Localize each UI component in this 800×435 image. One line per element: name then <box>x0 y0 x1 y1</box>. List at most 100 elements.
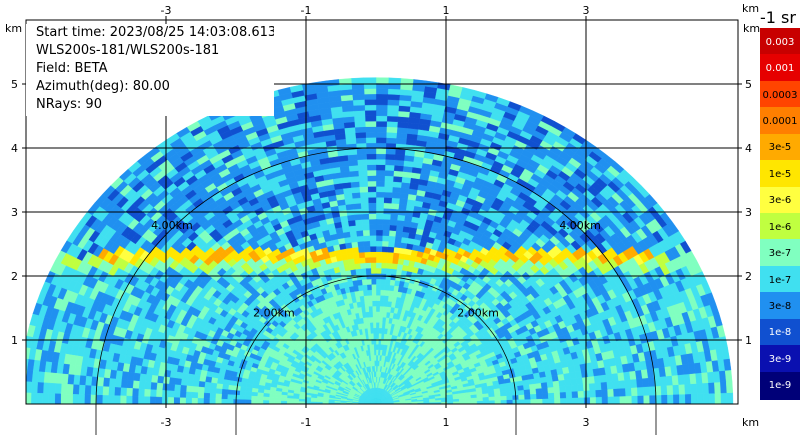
heatmap-cell <box>382 229 390 237</box>
heatmap-cell <box>488 396 496 401</box>
heatmap-cell <box>559 385 567 393</box>
heatmap-cell <box>383 295 389 302</box>
heatmap-cell <box>636 386 644 396</box>
heatmap-cell <box>359 197 369 204</box>
heatmap-cell <box>396 219 405 227</box>
heatmap-cell <box>384 175 394 182</box>
heatmap-cell <box>367 191 377 198</box>
heatmap-cell <box>630 387 638 397</box>
heatmap-cell <box>386 104 400 112</box>
heatmap-cell <box>352 93 365 101</box>
heatmap-cell <box>726 392 734 404</box>
heatmap-cell <box>524 393 531 400</box>
heatmap-cell <box>684 383 692 395</box>
heatmap-cell <box>381 251 388 258</box>
heatmap-cell <box>384 159 395 166</box>
heatmap-cell <box>398 247 407 255</box>
heatmap-cell <box>702 382 710 394</box>
heatmap-cell <box>358 180 368 188</box>
heatmap-cell <box>393 241 402 249</box>
heatmap-cell <box>382 213 391 220</box>
heatmap-cell <box>381 235 390 242</box>
heatmap-cell <box>665 375 674 386</box>
heatmap-cell <box>642 377 650 388</box>
heatmap-cell <box>518 399 526 404</box>
heatmap-cell <box>383 300 389 307</box>
heatmap-cell <box>355 224 363 232</box>
heatmap-cell <box>360 202 369 209</box>
heatmap-cell <box>375 294 381 301</box>
heatmap-cell <box>369 245 377 253</box>
heatmap-cell <box>395 269 403 276</box>
heatmap-cell <box>375 213 384 220</box>
heatmap-cell <box>375 251 383 258</box>
heatmap-cell <box>375 153 386 160</box>
heatmap-cell <box>371 300 377 307</box>
heatmap-cell <box>725 380 734 394</box>
heatmap-cell <box>387 240 395 248</box>
heatmap-cell <box>347 154 358 161</box>
heatmap-cell <box>536 398 543 404</box>
heatmap-cell <box>353 213 363 221</box>
heatmap-cell <box>398 252 406 260</box>
heatmap-cell <box>387 88 401 95</box>
heatmap-cell <box>352 252 360 259</box>
heatmap-cell <box>397 110 410 118</box>
heatmap-cell <box>354 126 366 133</box>
heatmap-cell <box>696 393 704 404</box>
heatmap-cell <box>588 382 596 391</box>
heatmap-cell <box>696 382 704 394</box>
heatmap-cell <box>351 246 359 254</box>
heatmap-cell <box>385 131 398 139</box>
heatmap-cell <box>396 132 408 140</box>
heatmap-cell <box>375 197 385 204</box>
heatmap-cell <box>361 213 370 220</box>
heatmap-cell <box>494 395 502 401</box>
heatmap-cell <box>554 397 561 404</box>
heatmap-cell <box>383 208 392 215</box>
heatmap-cell <box>672 384 680 395</box>
heatmap-cell <box>363 88 377 95</box>
heatmap-cell <box>365 267 372 275</box>
heatmap-cell <box>500 395 508 401</box>
heatmap-cell <box>559 391 567 399</box>
heatmap-cell <box>362 284 368 291</box>
heatmap-cell <box>375 311 380 318</box>
heatmap-cell <box>389 219 398 226</box>
heatmap-cell <box>647 377 656 387</box>
heatmap-cell <box>391 197 400 205</box>
heatmap-cell <box>375 191 385 198</box>
heatmap-cell <box>606 381 614 390</box>
heatmap-cell <box>506 399 514 404</box>
heatmap-cell <box>366 278 372 285</box>
heatmap-cell <box>389 224 397 232</box>
heatmap-cell <box>553 391 561 399</box>
heatmap-cell <box>613 395 621 404</box>
heatmap-cell <box>351 192 361 199</box>
heatmap-cell <box>368 305 373 312</box>
heatmap-cell <box>364 256 371 264</box>
heatmap-cell <box>547 386 555 394</box>
heatmap-cell <box>482 400 490 404</box>
heatmap-cell <box>367 186 377 193</box>
heatmap-cell <box>589 389 597 398</box>
heatmap-cell <box>366 153 377 160</box>
heatmap-cell <box>381 240 389 247</box>
heatmap-cell <box>379 300 385 307</box>
heatmap-cell <box>367 300 373 307</box>
heatmap-cell <box>607 396 615 404</box>
heatmap-cell <box>363 77 377 84</box>
heatmap-cell <box>385 148 396 155</box>
heatmap-cell <box>612 380 620 390</box>
heatmap-cell <box>375 126 387 133</box>
heatmap-cell <box>326 79 340 87</box>
heatmap-cell <box>714 381 722 394</box>
heatmap-cell <box>384 164 395 171</box>
heatmap-cell <box>383 186 393 193</box>
heatmap-cell <box>619 387 626 397</box>
heatmap-cell <box>375 131 387 138</box>
heatmap-cell <box>375 240 383 247</box>
heatmap-cell <box>375 316 380 323</box>
heatmap-cell <box>386 251 394 259</box>
heatmap-cell <box>391 192 401 199</box>
